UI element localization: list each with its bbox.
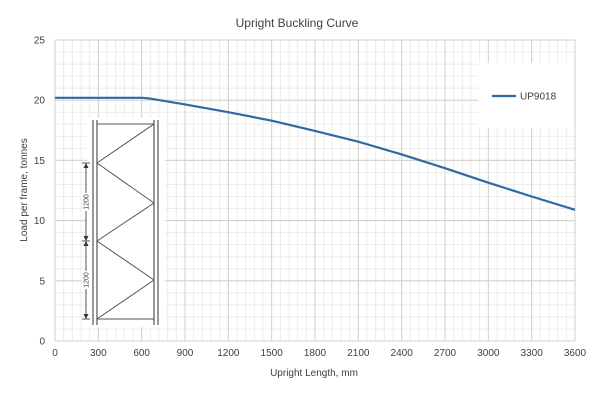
diagonal-brace <box>96 123 155 164</box>
y-tick-label: 5 <box>39 276 45 287</box>
dimension-label: 1200 <box>84 272 91 288</box>
x-tick-label: 2100 <box>347 348 370 359</box>
x-tick-label: 900 <box>177 348 194 359</box>
diagram-background <box>87 118 165 327</box>
dimension-arrow <box>83 241 89 246</box>
dimension-arrow <box>83 236 89 241</box>
y-tick-label: 25 <box>34 36 46 47</box>
dimension-arrow <box>83 163 89 168</box>
dimension-label-bg <box>82 271 90 289</box>
chart-title: Upright Buckling Curve <box>236 16 359 30</box>
upright-frame-diagram: 1200 1200 <box>82 118 165 327</box>
y-tick-label: 20 <box>34 96 46 107</box>
dimension-arrow <box>83 314 89 319</box>
y-tick-label: 15 <box>34 156 46 167</box>
x-tick-label: 0 <box>52 348 58 359</box>
axis-layer: 0 300 600 900 1200 1500 1800 2100 2400 2700 3000 33… <box>34 36 587 360</box>
x-tick-label: 1800 <box>304 348 327 359</box>
diagonal-brace <box>96 279 155 320</box>
x-tick-label: 2400 <box>391 348 414 359</box>
x-tick-label: 3300 <box>521 348 544 359</box>
legend: UP9018 <box>478 63 574 128</box>
series-layer <box>55 96 576 211</box>
dimension-label: 1200 <box>84 194 91 210</box>
x-axis-title: Upright Length, mm <box>270 368 358 379</box>
diagonal-brace <box>96 162 155 204</box>
y-tick-label: 10 <box>34 216 46 227</box>
legend-label: UP9018 <box>520 92 557 103</box>
x-tick-label: 600 <box>133 348 150 359</box>
series-line-up9018 <box>55 96 576 211</box>
dimension-label-bg <box>82 193 90 211</box>
x-tick-label: 2700 <box>434 348 457 359</box>
y-tick-label: 0 <box>39 337 45 348</box>
diagonal-brace <box>96 240 155 281</box>
y-axis-title: Load per frame, tonnes <box>19 138 30 241</box>
x-tick-label: 1200 <box>217 348 240 359</box>
x-tick-label: 3000 <box>477 348 500 359</box>
x-tick-label: 3600 <box>564 348 587 359</box>
x-tick-label: 1500 <box>261 348 284 359</box>
diagonal-brace <box>96 202 155 242</box>
x-tick-label: 300 <box>90 348 107 359</box>
